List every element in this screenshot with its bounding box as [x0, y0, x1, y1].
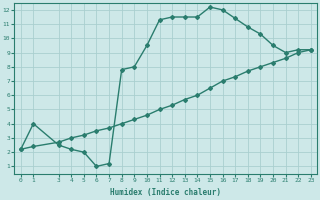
- X-axis label: Humidex (Indice chaleur): Humidex (Indice chaleur): [110, 188, 221, 197]
